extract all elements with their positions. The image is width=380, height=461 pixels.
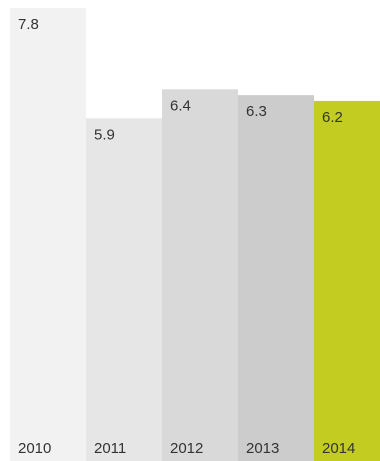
bar-2013 [238,95,314,461]
bar-2014 [314,100,380,461]
value-label-2012: 6.4 [170,97,191,114]
bar-2012 [162,89,238,461]
category-label-2013: 2013 [246,440,279,457]
category-label-2011: 2011 [94,440,126,457]
category-label-2012: 2012 [170,440,203,457]
bar-2010 [10,8,86,461]
bars-group [10,8,380,461]
value-label-2014: 6.2 [322,109,343,126]
category-label-2010: 2010 [18,440,51,457]
bar-2011 [86,118,162,461]
value-label-2013: 6.3 [246,103,267,120]
category-label-2014: 2014 [322,440,355,457]
value-label-2010: 7.8 [18,16,39,33]
value-labels-group: 7.8 5.9 6.4 6.3 6.2 [18,16,343,143]
category-labels-group: 2010 2011 2012 2013 2014 [18,440,355,457]
value-label-2011: 5.9 [94,126,115,143]
